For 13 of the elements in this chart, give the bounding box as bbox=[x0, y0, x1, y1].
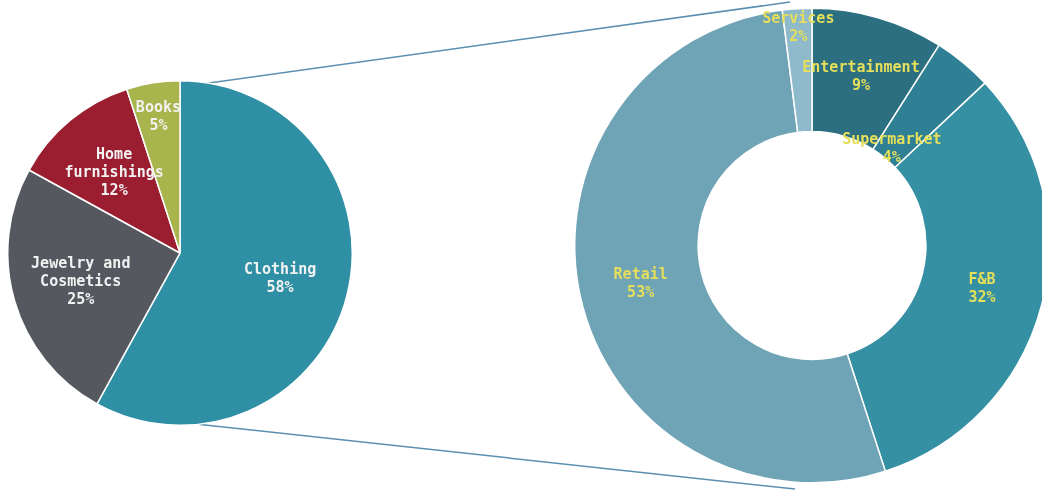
data-label: 5% bbox=[149, 115, 168, 134]
data-label: 25% bbox=[67, 289, 95, 308]
slice-label: Jewelry and Cosmetics bbox=[31, 253, 131, 290]
data-label: 9% bbox=[851, 75, 871, 94]
data-label: 58% bbox=[266, 277, 294, 296]
data-label: 2% bbox=[789, 26, 808, 45]
data-label: 53% bbox=[627, 282, 655, 301]
slice-label: F&B bbox=[968, 270, 996, 289]
slice-label: Clothing bbox=[243, 259, 317, 278]
slice-label: Retail bbox=[613, 264, 668, 283]
data-label: 12% bbox=[100, 181, 128, 200]
data-label: 32% bbox=[968, 288, 996, 307]
data-label: 4% bbox=[882, 147, 901, 166]
